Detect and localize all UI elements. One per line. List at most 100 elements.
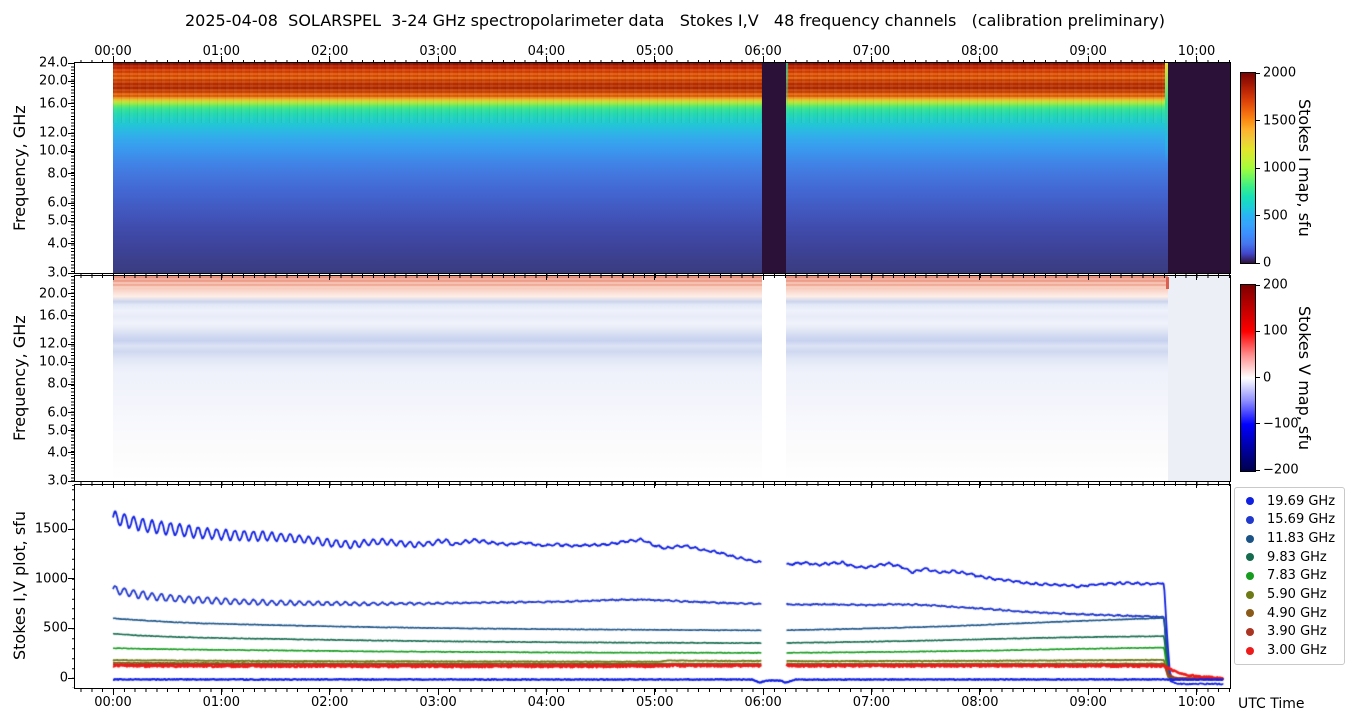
x-tick-label: 02:00 (310, 695, 349, 710)
y-major-tick (68, 202, 75, 204)
colorbar-tick-label: 1500 (1263, 113, 1297, 128)
y-tick-label: 1500 (34, 521, 68, 537)
x-major-tick (329, 273, 331, 280)
legend-item: 4.90 GHz (1235, 604, 1344, 622)
legend-label: 15.69 GHz (1267, 512, 1336, 528)
colorbar-tick-label: 0 (1263, 370, 1272, 385)
utc-time-label: UTC Time (1238, 696, 1305, 712)
colorbar-tick-label: 0 (1263, 255, 1272, 271)
stokes-i-edge-streak (1165, 63, 1168, 163)
y-minor-ticks (71, 63, 75, 273)
stokes-i-banding-overlay (113, 63, 1168, 97)
legend-swatch (1246, 553, 1254, 562)
y-tick-label: 24.0 (39, 55, 68, 71)
stokes-i-colorbar (1240, 72, 1256, 264)
x-tick-label: 00:00 (94, 44, 132, 59)
y-tick-label: 10.0 (39, 354, 68, 370)
y-major-tick (68, 243, 75, 245)
colorbar-tick-label: 200 (1263, 277, 1288, 293)
y-tick-label: 8.0 (47, 166, 68, 182)
x-major-tick (979, 273, 981, 280)
y-minor-ticks (71, 485, 75, 688)
x-tick-label: 04:00 (527, 695, 566, 710)
y-tick-label: 6.0 (47, 405, 68, 421)
y-tick-label: 5.0 (47, 423, 68, 439)
y-tick-label: 12.0 (39, 125, 68, 141)
x-tick-label: 10:00 (1177, 44, 1216, 59)
x-tick-label: 01:00 (202, 695, 241, 710)
y-major-tick (68, 103, 75, 105)
colorbar-tick (1256, 330, 1260, 332)
y-tick-label: 20.0 (39, 286, 68, 302)
x-major-tick (870, 688, 872, 695)
legend-label: 7.83 GHz (1267, 568, 1327, 584)
x-major-tick (654, 273, 656, 280)
legend-item: 7.83 GHz (1235, 567, 1344, 585)
y-major-tick (68, 627, 75, 629)
x-major-tick (762, 56, 764, 63)
y-tick-label: 16.0 (39, 96, 68, 112)
x-major-tick (545, 273, 547, 280)
x-major-tick (654, 56, 656, 63)
x-major-tick (112, 273, 114, 280)
stokes-v-predata-region (75, 276, 113, 481)
legend-swatch (1246, 571, 1254, 580)
x-major-tick (545, 688, 547, 695)
y-tick-label: 6.0 (47, 195, 68, 211)
x-major-tick (437, 688, 439, 695)
x-major-tick (870, 481, 872, 488)
y-tick-label: 500 (43, 620, 68, 636)
stokes-iv-line-panel (74, 484, 1231, 689)
x-major-tick (979, 56, 981, 63)
y-tick-label: 4.0 (47, 236, 68, 252)
x-tick-label: 07:00 (852, 695, 891, 710)
frequency-legend: 19.69 GHz 15.69 GHz 11.83 GHz 9.83 GHz 7.83 … (1234, 487, 1345, 665)
legend-label: 4.90 GHz (1267, 605, 1327, 621)
x-tick-label: 06:00 (744, 44, 782, 59)
x-major-tick (437, 273, 439, 280)
x-tick-label: 03:00 (419, 695, 457, 710)
x-major-tick (437, 56, 439, 63)
x-tick-label: 08:00 (961, 44, 999, 59)
x-major-tick (762, 688, 764, 695)
stokes-v-edge-streak (1166, 277, 1169, 289)
y-major-tick (68, 293, 75, 295)
figure-title: 2025-04-08 SOLARSPEL 3-24 GHz spectropol… (185, 11, 1165, 30)
x-tick-label: 03:00 (419, 44, 457, 59)
stokes-i-heatmap (75, 63, 1230, 273)
legend-swatch (1246, 534, 1254, 543)
legend-item: 11.83 GHz (1235, 530, 1344, 548)
x-major-tick (1196, 56, 1197, 63)
y-major-tick (68, 412, 75, 414)
y-minor-ticks (71, 276, 75, 481)
y-major-tick (68, 361, 75, 363)
y-tick-label: 8.0 (47, 376, 68, 392)
legend-swatch (1246, 627, 1254, 636)
legend-swatch (1246, 646, 1254, 655)
x-major-tick (1087, 273, 1089, 280)
legend-label: 3.90 GHz (1267, 624, 1327, 640)
legend-label: 19.69 GHz (1267, 493, 1336, 509)
x-major-tick (329, 481, 331, 488)
y-tick-label: 5.0 (47, 213, 68, 229)
stokes-v-postdata-region (1168, 276, 1230, 481)
x-major-tick (979, 688, 981, 695)
colorbar-tick-label: −100 (1263, 416, 1299, 432)
y-tick-label: 3.0 (47, 265, 68, 281)
x-major-tick (545, 481, 547, 488)
x-tick-label: 08:00 (961, 695, 999, 710)
x-major-tick (220, 56, 222, 63)
x-major-tick (1196, 273, 1197, 280)
colorbar-tick (1256, 377, 1260, 378)
x-major-tick (437, 481, 439, 488)
y-major-tick (68, 173, 75, 175)
x-major-tick (1196, 688, 1197, 695)
stokes-v-banding-overlay (113, 276, 1168, 288)
y-tick-label: 0 (59, 670, 68, 686)
colorbar-tick-label: 500 (1263, 208, 1288, 223)
colorbar-tick-label: −200 (1263, 462, 1299, 478)
y-major-tick (68, 220, 75, 222)
x-major-tick (112, 56, 114, 63)
x-tick-label: 05:00 (636, 695, 674, 710)
